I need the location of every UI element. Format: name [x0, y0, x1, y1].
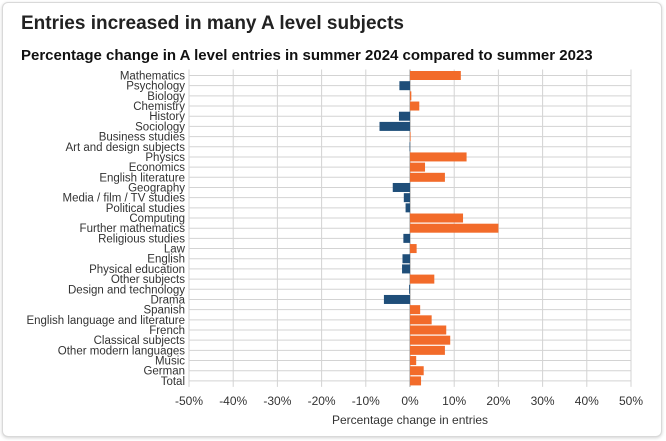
bar [410, 132, 411, 142]
bar [410, 152, 467, 162]
bar [410, 345, 445, 355]
category-label: Chemistry [133, 101, 185, 113]
category-label: Geography [128, 182, 185, 194]
bar [392, 182, 410, 192]
category-label: English language and literature [26, 315, 185, 327]
bar [410, 335, 451, 345]
x-axis-title: Percentage change in entries [332, 413, 488, 427]
x-tick-label: -20% [308, 394, 336, 408]
bar [410, 315, 432, 325]
category-label: Media / film / TV studies [63, 193, 186, 205]
category-label: Music [155, 356, 185, 368]
chart-title: Entries increased in many A level subjec… [21, 13, 404, 34]
category-label: Law [164, 244, 186, 256]
bar [410, 71, 461, 80]
x-tick-label: -50% [175, 394, 203, 408]
category-label: Economics [129, 162, 185, 174]
category-label: Physics [145, 152, 185, 164]
bar [410, 356, 417, 366]
x-tick-label: 0% [401, 394, 419, 408]
bar [410, 162, 426, 172]
bar [410, 244, 417, 254]
bar [410, 91, 412, 101]
category-label: English [147, 254, 185, 266]
category-label: Business studies [99, 132, 186, 144]
category-label: History [149, 111, 185, 123]
x-tick-label: 10% [442, 394, 466, 408]
category-label: Design and technology [68, 284, 185, 296]
bar [409, 142, 411, 152]
x-tick-label: -30% [263, 394, 291, 408]
bar [402, 254, 410, 264]
category-label: Physical education [89, 264, 185, 276]
x-tick-label: 50% [619, 394, 643, 408]
bar [410, 274, 435, 284]
bar [410, 213, 464, 223]
x-tick-label: 20% [486, 394, 510, 408]
bar [405, 203, 410, 213]
x-tick-label: 30% [531, 394, 555, 408]
category-label: Other subjects [111, 274, 185, 286]
category-label: Other modern languages [58, 345, 185, 357]
bar [409, 284, 410, 294]
bar [410, 172, 445, 182]
bar [403, 193, 410, 203]
category-label: Further mathematics [80, 223, 186, 235]
bar [410, 376, 422, 386]
bar [379, 121, 410, 131]
category-label: Classical subjects [94, 335, 186, 347]
category-label: German [143, 366, 185, 378]
category-label: English literature [99, 172, 185, 184]
bar [403, 233, 410, 243]
chart-card: Entries increased in many A level subjec… [2, 2, 662, 437]
category-label: Drama [150, 294, 185, 306]
bar-chart: -50% -40% -30% -20% -10% 0% 10% 20% 30% 40% 50% Mat… [26, 69, 643, 427]
bar [410, 325, 447, 335]
category-label: Mathematics [120, 71, 185, 83]
bar [402, 264, 410, 274]
category-label: Computing [129, 213, 185, 225]
bar [398, 111, 410, 121]
category-label: Art and design subjects [65, 142, 185, 154]
category-label: Total [161, 376, 185, 388]
bar [410, 223, 499, 233]
category-label: Religious studies [98, 233, 185, 245]
category-label: Biology [147, 91, 185, 103]
x-tick-label: -40% [219, 394, 247, 408]
category-label: Sociology [135, 121, 185, 133]
category-label: French [149, 325, 185, 337]
category-label: Political studies [106, 203, 186, 215]
category-label: Psychology [126, 81, 185, 93]
x-tick-label: 40% [575, 394, 599, 408]
bar [410, 366, 424, 376]
bar [410, 305, 421, 315]
bar [399, 81, 410, 91]
chart-subtitle: Percentage change in A level entries in … [21, 47, 593, 64]
category-label: Spanish [143, 305, 185, 317]
x-tick-label: -10% [352, 394, 380, 408]
bar [383, 294, 410, 304]
bar [410, 101, 420, 111]
